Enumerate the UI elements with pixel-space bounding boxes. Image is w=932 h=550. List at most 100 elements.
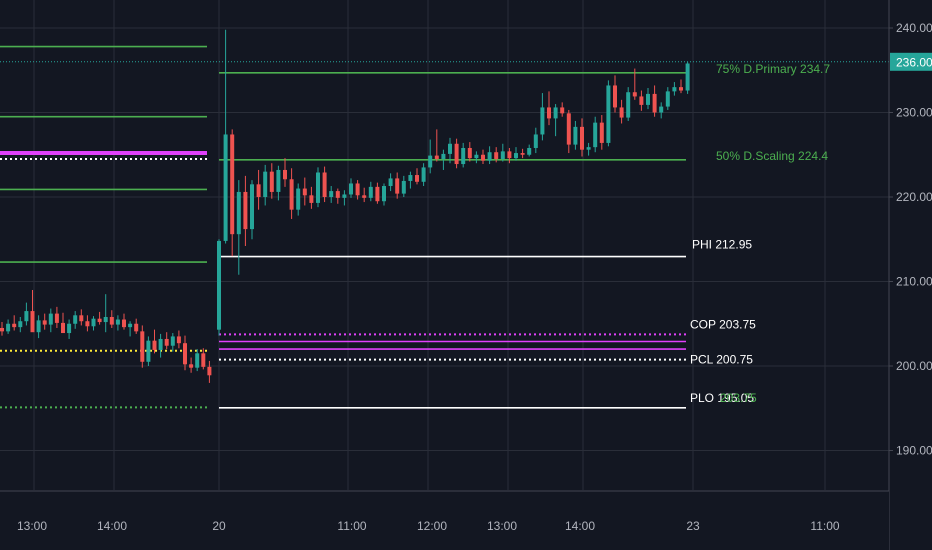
candle-body [236, 191, 241, 235]
candle-body [547, 107, 551, 119]
candle-body [73, 315, 78, 324]
candle-body [421, 167, 426, 182]
candle-body [322, 172, 327, 197]
candle-body [201, 353, 206, 367]
candle-body [158, 338, 163, 350]
candle-body [195, 353, 200, 368]
candle-body [599, 122, 604, 143]
time-tick-label: 11:00 [810, 519, 839, 533]
candle-body [24, 311, 29, 322]
candle-body [42, 320, 47, 325]
candle-body [613, 85, 617, 108]
candle-body [109, 316, 114, 325]
time-tick-label: 14:00 [97, 519, 127, 533]
candle-body [520, 153, 525, 155]
candle-body [296, 188, 301, 210]
current-session-candles [217, 29, 690, 336]
candle-body [454, 143, 459, 165]
candle-body [580, 126, 584, 150]
candle-body [606, 85, 611, 143]
candle-body [152, 340, 157, 350]
candle-body [494, 152, 499, 159]
candle-body [67, 323, 72, 334]
candle-body [128, 323, 133, 328]
candle-body [659, 106, 664, 113]
candle-body [183, 343, 187, 365]
candle-body [679, 87, 683, 91]
level-label: PLO 195.05 [690, 391, 754, 405]
candle-body [349, 183, 353, 195]
time-tick-label: 13:00 [17, 519, 47, 533]
candle-body [481, 154, 485, 161]
time-tick-label: 13:00 [487, 519, 517, 533]
candle-body [514, 153, 518, 159]
level-label: 75% D.Primary 234.7 [716, 62, 830, 76]
candle-body [79, 315, 84, 322]
candle-body [6, 323, 11, 332]
candle-body [626, 92, 631, 118]
time-tick-label: 20 [212, 519, 226, 533]
price-tick-label: 210.00 [896, 275, 932, 289]
candle-body [189, 364, 194, 368]
current-price-label: 236.00 [896, 55, 932, 69]
candle-body [428, 155, 433, 168]
candle-body [342, 194, 347, 198]
candle-body [685, 63, 690, 91]
level-label: 50% D.Scaling 224.4 [716, 149, 828, 163]
time-tick-label: 12:00 [417, 519, 447, 533]
candle-body [652, 93, 657, 113]
time-tick-label: 23 [686, 519, 700, 533]
candle-body [355, 183, 360, 196]
candle-body [269, 171, 274, 192]
candle-body [243, 191, 248, 230]
time-axis-background [0, 491, 889, 550]
candle-body [368, 186, 373, 198]
level-label: PCL 200.75 [690, 353, 753, 367]
time-axis[interactable]: 13:00 14:00 20 11:00 12:00 13:00 14:00 23 11:00 [0, 490, 889, 550]
candle-body [415, 175, 419, 182]
candle-body [382, 186, 386, 202]
price-tick-label: 230.00 [896, 106, 932, 120]
price-axis[interactable]: 240.00 230.00 220.00 210.00 200.00 190.00 236.… [888, 0, 932, 550]
current-price-badge [890, 52, 932, 71]
candle-body [632, 92, 637, 97]
price-tick-label: 220.00 [896, 190, 932, 204]
candle-body [672, 87, 677, 92]
level-labels: 75% D.Primary 234.7 50% D.Scaling 224.4 PH… [690, 62, 830, 405]
candle-body [665, 91, 670, 107]
candle-body [164, 338, 169, 346]
candle-body [91, 318, 96, 327]
candle-body [395, 178, 400, 194]
candle-body [467, 147, 472, 159]
candle-body [553, 107, 558, 119]
candle-body [593, 122, 598, 148]
candle-body [646, 93, 650, 105]
candle-body [146, 340, 151, 362]
candle-body [223, 134, 228, 241]
candle-body [230, 134, 235, 235]
candle-body [48, 313, 53, 325]
candle-body [573, 126, 578, 145]
candle-body [115, 319, 120, 325]
candle-body [375, 186, 380, 202]
candle-body [316, 172, 320, 203]
level-label: COP 203.75 [690, 317, 756, 331]
price-tick-label: 200.00 [896, 359, 932, 373]
candle-body [329, 191, 334, 197]
candle-body [560, 107, 565, 114]
candle-body [639, 96, 644, 105]
level-label: 203.75 [720, 391, 757, 405]
time-tick-label: 14:00 [565, 519, 595, 533]
candle-body [36, 320, 41, 333]
candle-body [170, 336, 175, 346]
candle-body [527, 147, 532, 155]
candle-body [276, 169, 281, 192]
candle-body [250, 184, 254, 230]
level-label: PHI 212.95 [692, 238, 752, 252]
candle-body [283, 169, 287, 180]
candle-body [434, 155, 439, 159]
candle-body [0, 327, 4, 332]
candle-body [302, 188, 307, 196]
